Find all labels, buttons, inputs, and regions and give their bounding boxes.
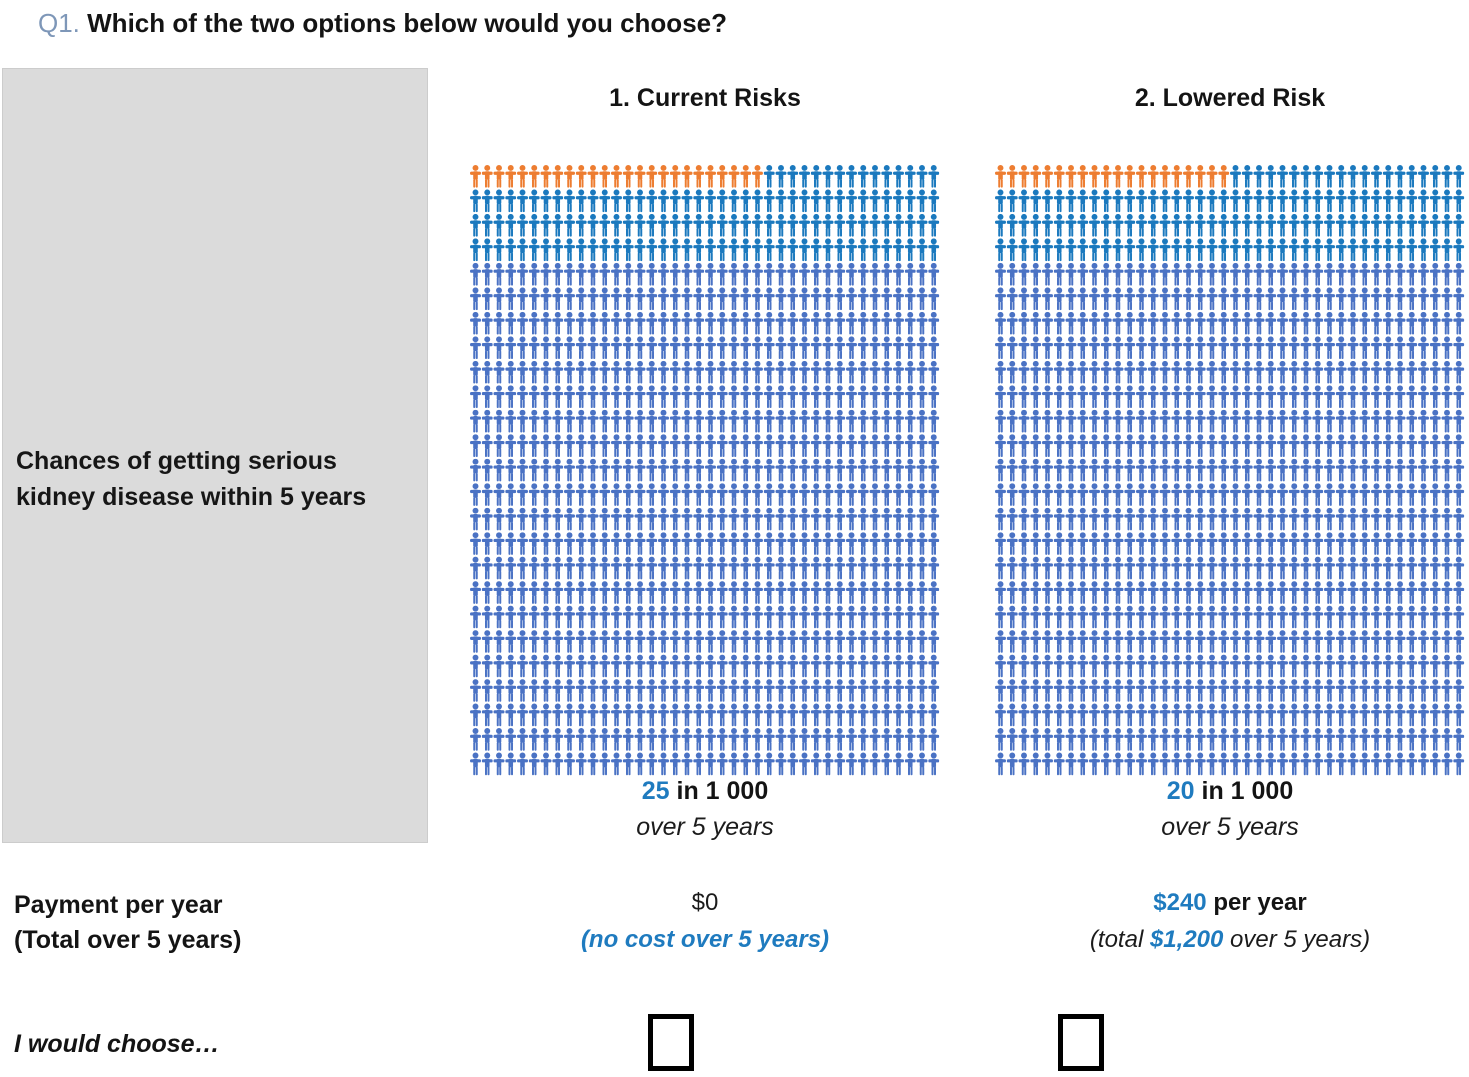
question-number: Q1. xyxy=(38,8,80,38)
option-2-risk-value: 20 xyxy=(1166,777,1195,805)
option-2-payment-note: (total $1,200 over 5 years) xyxy=(1089,926,1371,953)
option-2-risk-count: 20 in 1 000 xyxy=(995,777,1465,806)
option-2-risk-period: over 5 years xyxy=(1161,813,1299,841)
payment-label-line1: Payment per year xyxy=(14,891,223,919)
option-2-payment: $240 per year xyxy=(995,889,1465,917)
pictograph-current-risks xyxy=(470,165,940,777)
choose-prompt: I would choose… xyxy=(14,1030,220,1058)
pictograph-lowered-risk xyxy=(995,165,1465,777)
option-1-checkbox[interactable] xyxy=(648,1014,694,1071)
risk-attribute-label: Chances of getting serious kidney diseas… xyxy=(16,447,367,512)
payment-label-line2: (Total over 5 years) xyxy=(14,926,242,954)
option-2-risk-denominator: in 1 000 xyxy=(1194,777,1294,805)
risk-attribute-box xyxy=(2,68,428,843)
option-1-risk-count: 25 in 1 000 xyxy=(470,777,940,806)
option-1-payment-amount: $0 xyxy=(691,889,719,916)
question-title: Q1. Which of the two options below would… xyxy=(38,8,727,39)
option-1-payment: $0 xyxy=(470,889,940,917)
option-2-checkbox[interactable] xyxy=(1058,1014,1104,1071)
option-1-risk-value: 25 xyxy=(641,777,670,805)
option-2-payment-suffix: per year xyxy=(1206,889,1307,916)
option-1-payment-note: (no cost over 5 years) xyxy=(580,926,830,953)
option-1-header: 1. Current Risks xyxy=(609,84,801,112)
option-2-payment-total: $1,200 xyxy=(1149,926,1224,953)
option-2-payment-amount: $240 xyxy=(1153,889,1207,916)
option-2-header: 2. Lowered Risk xyxy=(1134,84,1326,112)
question-text: Which of the two options below would you… xyxy=(79,8,727,38)
option-1-risk-denominator: in 1 000 xyxy=(669,777,769,805)
option-1-risk-period: over 5 years xyxy=(636,813,774,841)
payment-attribute-label: Payment per year (Total over 5 years) xyxy=(14,888,241,958)
